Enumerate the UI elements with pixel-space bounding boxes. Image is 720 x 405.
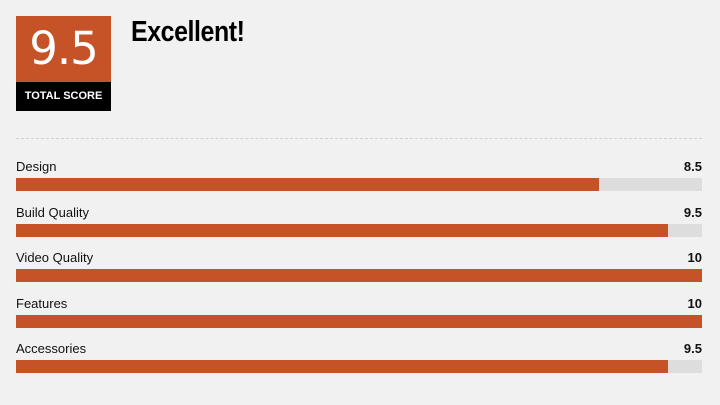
- criterion-label: Accessories: [16, 341, 87, 356]
- criterion-video-quality: Video Quality 10: [16, 249, 702, 295]
- criterion-features: Features 10: [16, 295, 702, 341]
- score-bar-track: [16, 223, 702, 237]
- total-score-value: 9.5: [16, 16, 111, 82]
- section-divider: [16, 138, 702, 139]
- score-bar-track: [16, 178, 702, 191]
- criterion-score: 10: [687, 250, 702, 265]
- criterion-score: 9.5: [683, 204, 702, 220]
- score-bar-track: [16, 314, 702, 328]
- criterion-score: 8.5: [683, 159, 702, 174]
- score-bar-fill: [16, 360, 668, 373]
- criteria-list: Design 8.5 Build Quality 9.5 Video Quali…: [16, 158, 702, 386]
- criterion-label: Features: [16, 295, 68, 311]
- criterion-score: 9.5: [683, 341, 702, 356]
- criterion-label: Build Quality: [16, 204, 89, 220]
- score-bar-fill: [16, 269, 702, 282]
- verdict-heading: Excellent!: [131, 16, 245, 48]
- criterion-design: Design 8.5: [16, 158, 702, 204]
- score-bar-track: [16, 269, 702, 282]
- total-score-label: TOTAL SCORE: [16, 82, 111, 111]
- total-score-box: 9.5 TOTAL SCORE: [16, 16, 111, 111]
- score-bar-track: [16, 360, 702, 373]
- score-bar-fill: [16, 223, 668, 237]
- criterion-score: 10: [687, 295, 702, 311]
- criterion-label: Video Quality: [16, 250, 94, 265]
- criterion-accessories: Accessories 9.5: [16, 340, 702, 386]
- criterion-label: Design: [16, 159, 57, 174]
- criterion-build-quality: Build Quality 9.5: [16, 204, 702, 250]
- score-bar-fill: [16, 178, 600, 191]
- score-bar-fill: [16, 314, 702, 328]
